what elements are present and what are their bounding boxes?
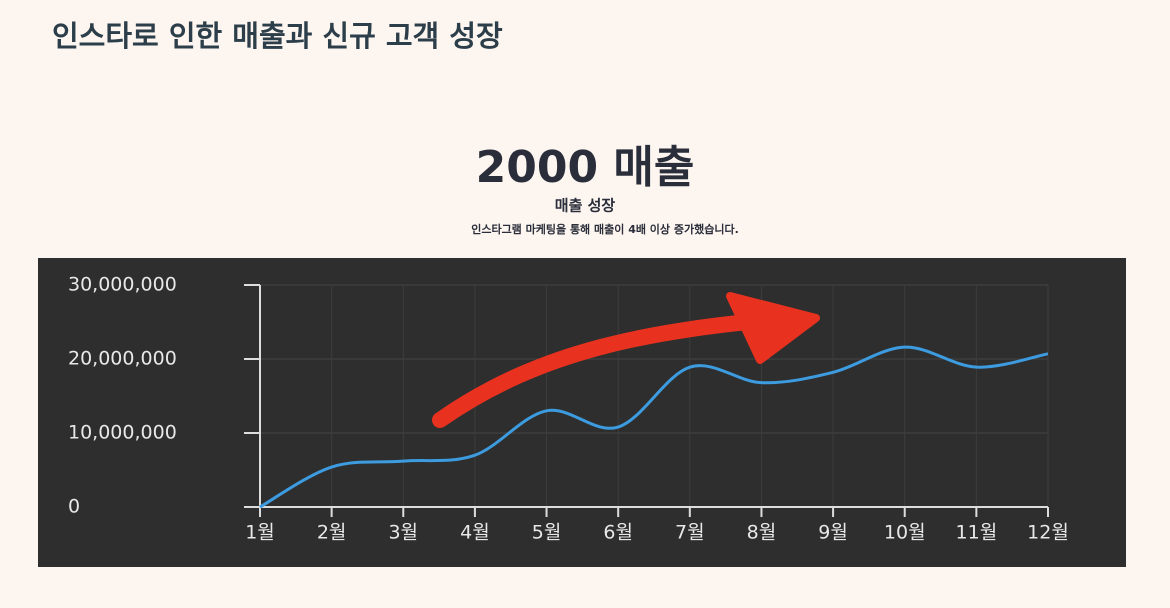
y-tick-label: 10,000,000 — [68, 422, 177, 444]
x-tick-label: 8월 — [747, 522, 777, 544]
line-series — [259, 345, 1049, 509]
trend-arrow-head — [726, 292, 820, 364]
chart-subtitle: 매출 성장 — [555, 197, 616, 215]
chart-title: 2000 매출 — [476, 142, 695, 193]
x-tick-label: 4월 — [460, 522, 490, 544]
plot: 0 10,000,000 20,000,000 30,000,000 1월 2월 3월 4월 5… — [68, 274, 1069, 544]
x-tick-label: 5월 — [532, 522, 562, 544]
chart-background — [38, 258, 1126, 567]
page-title: 인스타로 인한 매출과 신규 고객 성장 — [52, 19, 503, 53]
x-tick-label: 3월 — [388, 522, 418, 544]
y-tick-label: 0 — [68, 496, 80, 518]
x-tick-label: 7월 — [675, 522, 705, 544]
x-tick-label: 12월 — [1027, 522, 1069, 544]
y-tick-label: 20,000,000 — [68, 348, 177, 370]
x-tick-label: 6월 — [603, 522, 633, 544]
x-tick-label: 9월 — [818, 522, 848, 544]
x-tick-label: 11월 — [956, 522, 998, 544]
trend-arrow — [432, 310, 798, 428]
x-tick-label: 2월 — [317, 522, 347, 544]
y-tick-label: 30,000,000 — [68, 274, 177, 296]
x-tick-label: 10월 — [884, 522, 926, 544]
annotation: 인스타그램 마케팅을 통해 매출이 4배 이상 증가했습니다. — [471, 222, 739, 236]
x-tick-label: 1월 — [245, 522, 275, 544]
